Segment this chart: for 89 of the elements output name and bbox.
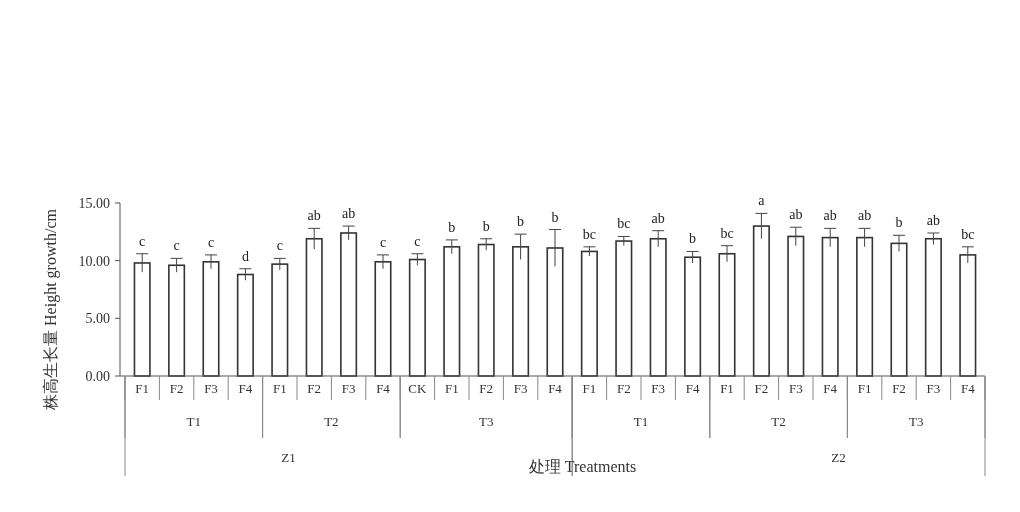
x-tick-label: CK: [408, 381, 428, 396]
bar: [236, 273, 254, 377]
x-tick-label: F4: [960, 381, 976, 396]
bar: [787, 235, 805, 377]
data-label: d: [241, 248, 249, 264]
bar: [408, 258, 426, 377]
x-tick-label: F1: [720, 381, 734, 396]
data-label: c: [207, 234, 215, 250]
text: Z2: [831, 450, 846, 465]
x-tick-label: F3: [204, 381, 218, 396]
bar: [133, 262, 151, 377]
x-tick-label: F2: [479, 381, 494, 396]
bar: [752, 225, 770, 377]
bar: [580, 250, 598, 377]
data-label: c: [276, 238, 283, 254]
bar: [615, 240, 633, 377]
data-label: a: [758, 193, 766, 209]
data-label: bc: [617, 216, 631, 232]
data-label: b: [448, 219, 456, 235]
bar: [959, 254, 977, 377]
data-label: b: [482, 218, 490, 234]
text: T3: [908, 414, 924, 429]
text: T2: [771, 414, 786, 429]
data-label: b: [895, 215, 903, 231]
x-tick-label: F3: [926, 381, 941, 396]
x-tick-label: F3: [513, 381, 528, 396]
bar: [821, 236, 839, 377]
data-label: b: [517, 214, 525, 230]
x-tick-label: F1: [272, 381, 287, 396]
x-tick-label: F1: [135, 381, 150, 396]
bar: [890, 242, 908, 377]
x-tick-label: F1: [857, 381, 872, 396]
y-tick-label: 0.00: [85, 368, 110, 384]
x-tick-label: F4: [376, 381, 391, 396]
y-axis-title: 株高生长量 Height growth/cm: [42, 208, 60, 411]
bar: [924, 237, 942, 377]
data-label: b: [689, 231, 697, 247]
bar: [512, 246, 530, 377]
bar: [684, 256, 702, 377]
x-tick-label: F3: [788, 381, 803, 396]
x-tick-label: F4: [548, 381, 563, 396]
text: Z1: [281, 450, 296, 465]
text: T3: [478, 414, 494, 429]
x-tick-label: F1: [444, 381, 459, 396]
data-label: ab: [307, 208, 321, 224]
x-tick-label: F4: [238, 381, 253, 396]
bar: [168, 264, 186, 377]
x-tick-label: F3: [651, 381, 666, 396]
x-tick-label: F2: [754, 381, 769, 396]
text: T1: [186, 414, 202, 429]
x-tick-label: F2: [892, 381, 906, 396]
x-tick-label: F2: [307, 381, 322, 396]
data-label: c: [414, 233, 421, 249]
bar: [718, 252, 736, 377]
x-tick-label: F2: [169, 381, 184, 396]
data-label: ab: [789, 207, 803, 223]
x-tick-label: F2: [616, 381, 631, 396]
bar: [856, 236, 874, 377]
text: T1: [633, 414, 649, 429]
data-label: ab: [341, 206, 356, 222]
text: T2: [324, 414, 339, 429]
bar: [477, 243, 495, 377]
bar: [546, 247, 564, 377]
x-axis-title: 处理 Treatments: [528, 458, 637, 475]
bar: [202, 261, 220, 377]
data-label: ab: [857, 208, 872, 224]
y-tick-label: 15.00: [78, 195, 110, 211]
x-tick-label: F1: [582, 381, 597, 396]
data-label: c: [379, 234, 387, 250]
bar: [305, 237, 323, 377]
bar: [340, 232, 358, 377]
x-tick-label: F3: [341, 381, 356, 396]
x-tick-label: F4: [823, 381, 838, 396]
bar: [649, 237, 667, 377]
x-tick-label: F4: [685, 381, 700, 396]
data-label: c: [173, 238, 180, 254]
data-label: ab: [823, 208, 837, 224]
data-label: bc: [720, 225, 734, 241]
bar: [374, 261, 392, 377]
data-label: ab: [651, 210, 665, 226]
data-label: bc: [961, 226, 975, 242]
data-label: b: [551, 209, 559, 225]
bar: [443, 246, 461, 377]
data-label: bc: [582, 226, 597, 242]
data-label: ab: [926, 212, 941, 228]
data-label: c: [139, 233, 146, 249]
y-tick-label: 5.00: [85, 311, 110, 327]
bar: [271, 263, 289, 377]
y-tick-label: 10.00: [78, 253, 110, 269]
